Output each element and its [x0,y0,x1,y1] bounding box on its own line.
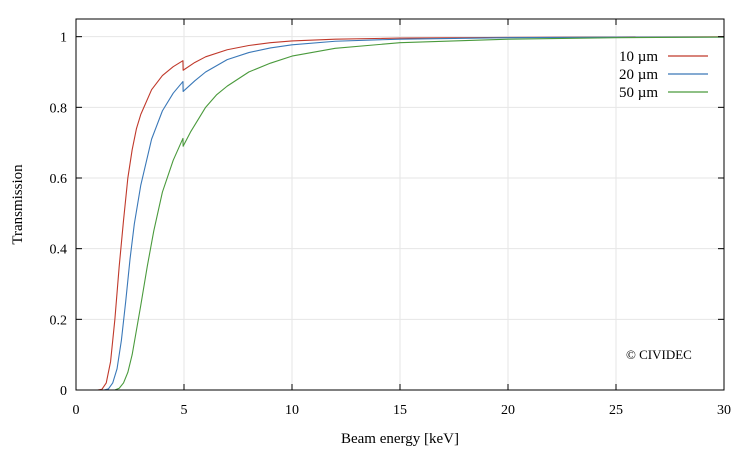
copyright-annotation: © CIVIDEC [626,347,692,362]
series-layer [97,36,725,391]
y-tick-label: 0.4 [50,243,68,258]
legend-label: 20 µm [619,67,658,83]
x-tick-label: 30 [717,403,731,418]
y-axis-label: Transmission [10,164,26,245]
ticks: 0 5 10 15 20 25 30 0 0.2 0.4 0.6 0.8 1 [50,19,731,418]
legend: 10 µm 20 µm 50 µm [619,49,708,101]
x-tick-label: 5 [181,403,188,418]
series-line [103,36,725,391]
x-tick-label: 25 [609,403,623,418]
series-line [114,36,725,391]
x-axis-label: Beam energy [keV] [341,431,459,447]
y-tick-label: 1 [60,31,67,46]
x-tick-label: 10 [285,403,299,418]
legend-label: 10 µm [619,49,658,65]
y-tick-label: 0.8 [50,101,68,116]
series-line [97,36,725,391]
y-tick-label: 0.2 [50,313,68,328]
y-tick-label: 0.6 [50,172,68,187]
y-tick-label: 0 [60,384,67,399]
x-tick-label: 20 [501,403,515,418]
legend-label: 50 µm [619,85,658,101]
x-tick-label: 0 [73,403,80,418]
x-tick-label: 15 [393,403,407,418]
